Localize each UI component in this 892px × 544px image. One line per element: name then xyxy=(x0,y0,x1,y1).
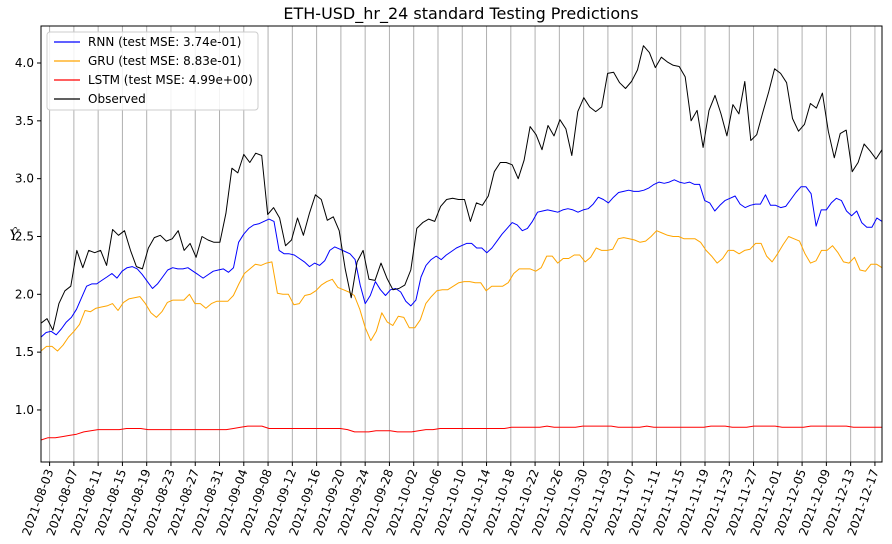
y-tick-label: 3.0 xyxy=(15,172,34,186)
legend-frame xyxy=(46,31,259,111)
legend-label: Observed xyxy=(88,92,146,106)
legend-label: LSTM (test MSE: 4.99e+00) xyxy=(88,73,253,87)
series-line-observed xyxy=(40,45,883,331)
y-tick-label: 1.0 xyxy=(15,403,34,417)
chart-title: ETH-USD_hr_24 standard Testing Predictio… xyxy=(283,4,638,24)
y-tick-label: 4.0 xyxy=(15,56,34,70)
y-tick-label: 2.0 xyxy=(15,287,34,301)
plot-lines xyxy=(40,45,883,441)
y-tick-label: 3.5 xyxy=(15,114,34,128)
grid-lines xyxy=(49,26,876,462)
legend-label: RNN (test MSE: 3.74e-01) xyxy=(88,35,241,49)
x-axis: 2021-08-032021-08-072021-08-112021-08-15… xyxy=(19,462,882,538)
series-line-lstm xyxy=(40,425,882,441)
y-tick-label: 2.5 xyxy=(15,229,34,243)
y-tick-label: 1.5 xyxy=(15,345,34,359)
y-axis: 1.0 1.5 2.0 2.5 3.0 3.5 4.0 xyxy=(15,56,41,417)
legend-label: GRU (test MSE: 8.83e-01) xyxy=(88,54,242,68)
legend: RNN (test MSE: 3.74e-01) GRU (test MSE: 8… xyxy=(46,31,259,111)
series-line-rnn xyxy=(40,179,883,338)
y-axis-label: Ŷ xyxy=(9,226,20,244)
series-line-gru xyxy=(40,230,883,352)
plot-frame xyxy=(40,25,883,463)
